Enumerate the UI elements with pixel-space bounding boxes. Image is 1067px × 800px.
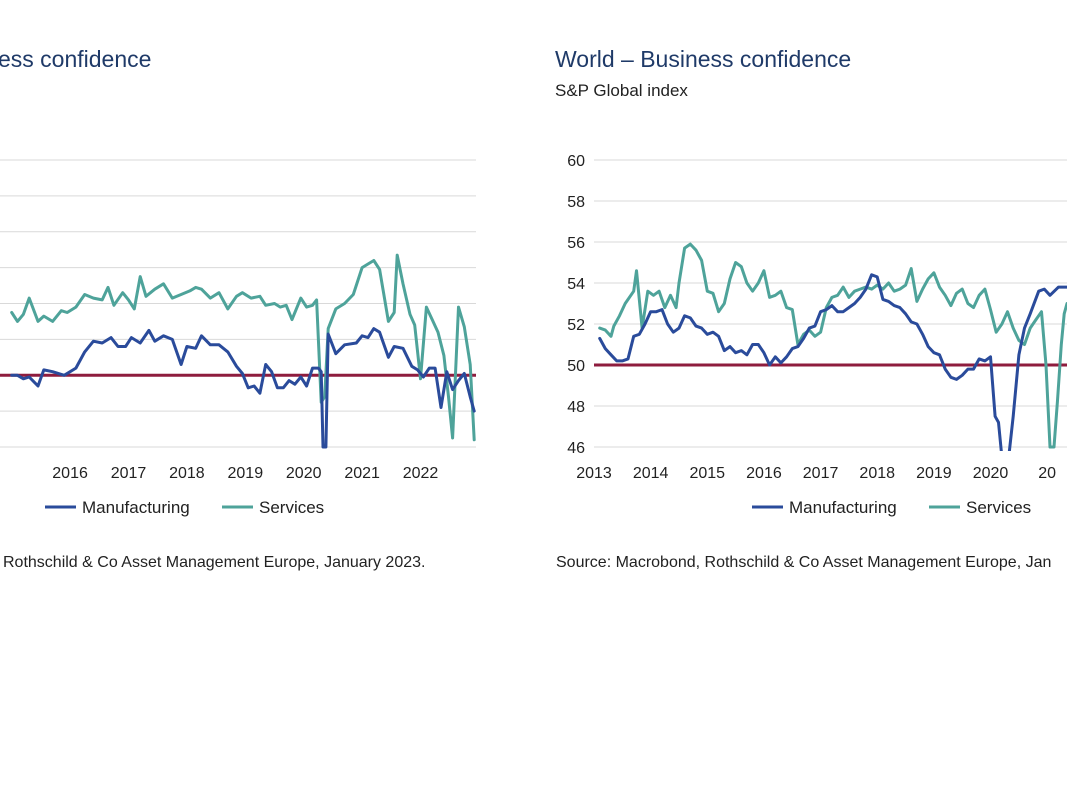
right-x-tick-label: 2020 (973, 465, 1009, 482)
left-manufacturing-line (10, 327, 476, 449)
right-y-tick-label: 46 (567, 440, 585, 457)
right-y-tick-label: 56 (567, 235, 585, 252)
left-chart-panel: ess confidence 2016 2017 2018 2019 2020 2021 2… (0, 46, 476, 571)
left-legend: Manufacturing Services (45, 498, 324, 517)
right-x-tick-label: 2019 (916, 465, 952, 482)
right-x-tick-label: 2017 (803, 465, 839, 482)
left-x-tick-label: 2018 (169, 465, 205, 482)
right-x-tick-label: 2013 (576, 465, 612, 482)
right-y-ticks: 60 58 56 54 52 50 48 46 (567, 153, 585, 457)
right-x-tick-label: 2014 (633, 465, 669, 482)
right-x-tick-label: 20 (1038, 465, 1056, 482)
left-services-line (10, 253, 476, 442)
right-y-tick-label: 58 (567, 194, 585, 211)
right-x-tick-label: 2015 (689, 465, 725, 482)
left-gridlines (0, 159, 476, 448)
left-chart-title: ess confidence (0, 46, 151, 72)
left-x-tick-label: 2019 (228, 465, 264, 482)
left-legend-manufacturing-label: Manufacturing (82, 498, 190, 517)
left-x-tick-label: 2021 (344, 465, 380, 482)
right-y-tick-label: 54 (567, 276, 585, 293)
right-x-tick-label: 2016 (746, 465, 782, 482)
right-services-line (598, 242, 1067, 449)
right-x-ticks: 2013 2014 2015 2016 2017 2018 2019 2020 20 (576, 465, 1056, 482)
right-manufacturing-line (598, 273, 1067, 451)
left-x-tick-label: 2020 (286, 465, 322, 482)
right-legend: Manufacturing Services (752, 498, 1031, 517)
right-chart-panel: World – Business confidence S&P Global i… (555, 46, 1067, 571)
right-legend-manufacturing-label: Manufacturing (789, 498, 897, 517)
right-source-note: Source: Macrobond, Rothschild & Co Asset… (556, 554, 1051, 571)
right-legend-services-label: Services (966, 498, 1031, 517)
right-y-tick-label: 60 (567, 153, 585, 170)
right-y-tick-label: 52 (567, 317, 585, 334)
left-x-tick-label: 2022 (403, 465, 439, 482)
left-series-lines (10, 253, 476, 449)
right-chart-title: World – Business confidence (555, 46, 851, 72)
left-source-note: Rothschild & Co Asset Management Europe,… (3, 554, 425, 571)
left-x-tick-label: 2017 (111, 465, 147, 482)
left-x-ticks: 2016 2017 2018 2019 2020 2021 2022 (52, 465, 438, 482)
right-x-tick-label: 2018 (859, 465, 895, 482)
right-y-tick-label: 50 (567, 358, 585, 375)
left-x-tick-label: 2016 (52, 465, 88, 482)
right-y-tick-label: 48 (567, 399, 585, 416)
right-chart-subtitle: S&P Global index (555, 81, 688, 100)
left-legend-services-label: Services (259, 498, 324, 517)
right-series-lines (598, 242, 1067, 451)
